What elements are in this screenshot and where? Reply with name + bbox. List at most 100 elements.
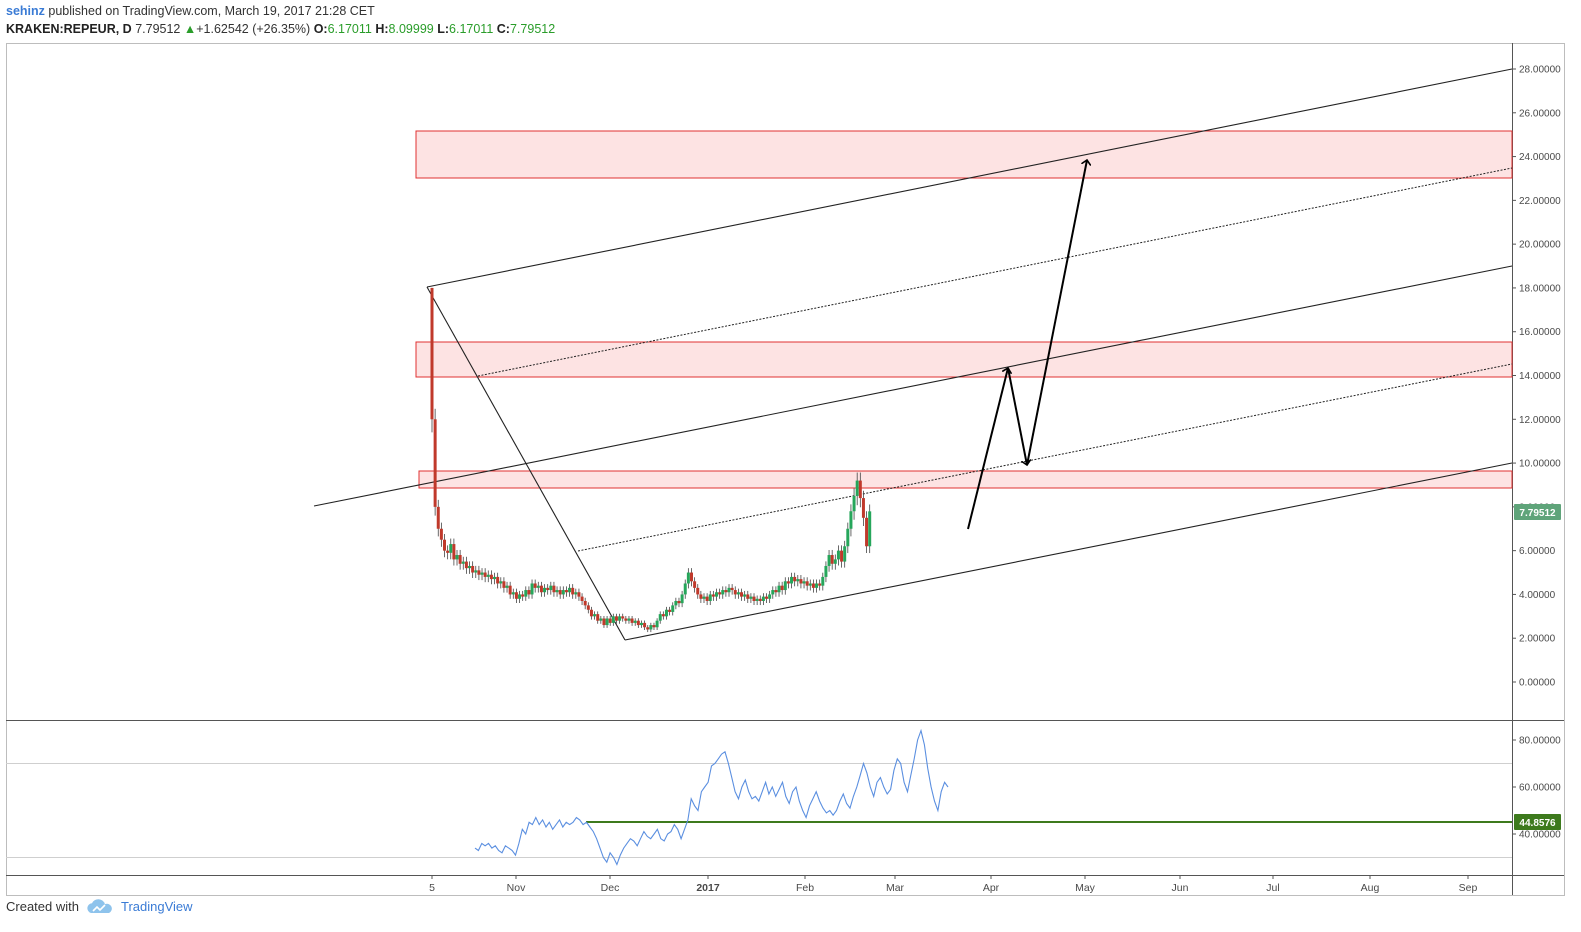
candle-up[interactable]	[486, 574, 490, 577]
candle-up[interactable]	[599, 618, 603, 621]
pitchfork-lower-line[interactable]	[624, 462, 1513, 641]
candle-up[interactable]	[611, 616, 615, 623]
candle-down[interactable]	[693, 581, 697, 588]
author-name[interactable]: sehinz	[6, 4, 45, 18]
candle-down[interactable]	[430, 287, 434, 420]
candle-down[interactable]	[439, 528, 443, 540]
candle-up[interactable]	[768, 594, 772, 599]
candle-down[interactable]	[552, 585, 556, 593]
candle-down[interactable]	[624, 618, 628, 621]
projection-arrow-up-2[interactable]	[1026, 160, 1087, 466]
candle-down[interactable]	[433, 419, 437, 507]
candle-down[interactable]	[589, 609, 593, 617]
rsi-pane[interactable]	[6, 728, 1512, 866]
candle-up[interactable]	[836, 550, 840, 560]
candle-up[interactable]	[480, 572, 484, 575]
rsi-axis[interactable]: 80.00000 60.00000 40.00000	[1512, 736, 1561, 841]
candle-down[interactable]	[840, 550, 844, 562]
candle-up[interactable]	[455, 555, 459, 560]
candle-up[interactable]	[505, 585, 509, 588]
candle-down[interactable]	[443, 539, 447, 551]
candlestick-series[interactable]	[430, 287, 872, 633]
candle-down[interactable]	[861, 498, 865, 518]
candle-down[interactable]	[546, 587, 550, 591]
candle-up[interactable]	[727, 587, 731, 593]
candle-down[interactable]	[858, 480, 862, 499]
candle-up[interactable]	[821, 576, 825, 586]
candle-up[interactable]	[627, 618, 631, 621]
candle-down[interactable]	[699, 594, 703, 599]
candle-up[interactable]	[511, 592, 515, 595]
candle-up[interactable]	[824, 565, 828, 577]
tradingview-brand-link[interactable]: TradingView	[120, 899, 193, 914]
candle-up[interactable]	[671, 605, 675, 612]
candle-up[interactable]	[568, 587, 572, 593]
candle-down[interactable]	[811, 583, 815, 588]
candle-down[interactable]	[436, 506, 440, 529]
candle-up[interactable]	[536, 585, 540, 588]
candle-up[interactable]	[633, 620, 637, 623]
candle-up[interactable]	[543, 587, 547, 593]
resistance-zone-upper[interactable]	[415, 130, 1513, 179]
candle-down[interactable]	[483, 572, 487, 577]
candle-up[interactable]	[524, 590, 528, 597]
candle-down[interactable]	[818, 583, 822, 586]
candle-down[interactable]	[471, 565, 475, 573]
candle-up[interactable]	[849, 511, 853, 529]
candle-down[interactable]	[583, 600, 587, 606]
candle-up[interactable]	[783, 581, 787, 591]
candle-up[interactable]	[721, 590, 725, 595]
candle-down[interactable]	[508, 585, 512, 595]
candle-up[interactable]	[686, 572, 690, 584]
candle-up[interactable]	[815, 583, 819, 588]
candle-down[interactable]	[539, 585, 543, 593]
candle-up[interactable]	[561, 590, 565, 595]
candle-up[interactable]	[755, 598, 759, 601]
candle-up[interactable]	[761, 596, 765, 601]
candle-up[interactable]	[743, 594, 747, 597]
projection-path[interactable]	[967, 160, 1087, 530]
candle-down[interactable]	[614, 616, 618, 621]
candle-up[interactable]	[846, 528, 850, 547]
candle-up[interactable]	[843, 546, 847, 562]
candle-up[interactable]	[518, 594, 522, 599]
candle-down[interactable]	[636, 620, 640, 626]
candle-down[interactable]	[733, 590, 737, 595]
candle-down[interactable]	[458, 555, 462, 564]
candle-down[interactable]	[596, 614, 600, 621]
candle-up[interactable]	[715, 592, 719, 597]
candle-down[interactable]	[799, 579, 803, 584]
candle-up[interactable]	[655, 620, 659, 628]
candle-down[interactable]	[830, 555, 834, 564]
candle-down[interactable]	[652, 625, 656, 628]
candle-up[interactable]	[736, 592, 740, 595]
candle-up[interactable]	[468, 565, 472, 569]
candle-down[interactable]	[780, 585, 784, 591]
candle-down[interactable]	[646, 627, 650, 630]
resistance-zone-lower[interactable]	[418, 470, 1513, 489]
candle-up[interactable]	[593, 614, 597, 617]
candle-down[interactable]	[477, 570, 481, 575]
candle-down[interactable]	[805, 581, 809, 586]
candle-up[interactable]	[868, 511, 872, 547]
candle-up[interactable]	[796, 579, 800, 582]
candle-up[interactable]	[771, 590, 775, 595]
candle-down[interactable]	[464, 561, 468, 569]
candle-up[interactable]	[605, 618, 609, 626]
candle-down[interactable]	[696, 587, 700, 595]
candle-up[interactable]	[777, 585, 781, 593]
candle-down[interactable]	[746, 594, 750, 599]
candle-down[interactable]	[577, 592, 581, 597]
candle-up[interactable]	[555, 590, 559, 593]
candle-down[interactable]	[558, 590, 562, 595]
candle-up[interactable]	[674, 600, 678, 606]
candle-up[interactable]	[749, 596, 753, 599]
candle-up[interactable]	[618, 616, 622, 621]
candle-up[interactable]	[708, 594, 712, 601]
candle-up[interactable]	[499, 581, 503, 584]
candle-up[interactable]	[530, 583, 534, 595]
pitchfork-handle[interactable]	[426, 286, 626, 641]
time-axis[interactable]: 5 Nov Dec 2017 Feb Mar Apr May Jun Jul Aug Sep	[429, 875, 1477, 894]
candle-down[interactable]	[452, 544, 456, 560]
candle-up[interactable]	[639, 622, 643, 626]
